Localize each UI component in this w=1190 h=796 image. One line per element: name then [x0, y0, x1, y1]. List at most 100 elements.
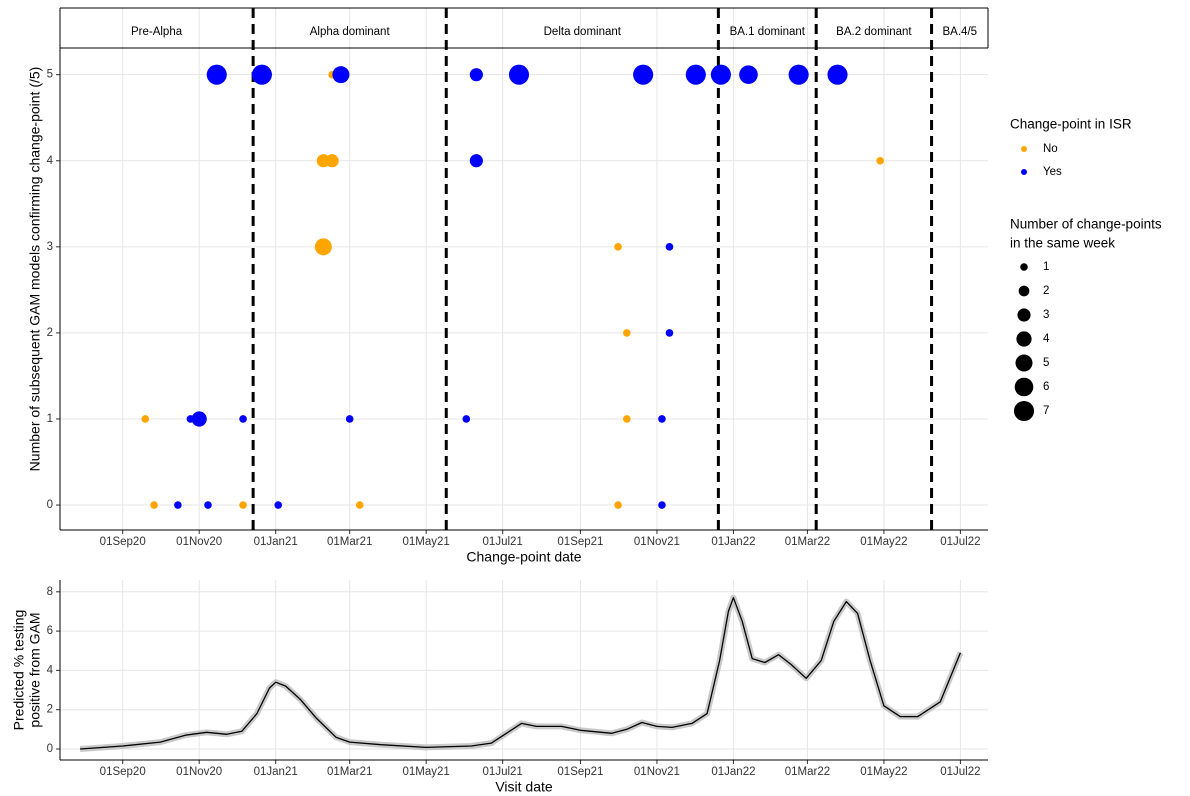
x-tick-label: 01May21 [403, 536, 450, 548]
point [206, 64, 227, 85]
x-axis-title: Visit date [495, 779, 553, 795]
size-key [1020, 263, 1028, 271]
x-tick-label: 01Sep20 [100, 766, 146, 778]
phase-label: BA.2 dominant [836, 26, 912, 38]
point [633, 64, 654, 85]
phase-label: Delta dominant [544, 26, 622, 38]
x-tick-label: 01May21 [403, 766, 450, 778]
x-tick-label: 01Nov20 [176, 536, 222, 548]
point [788, 64, 809, 85]
y-tick-label: 4 [47, 664, 54, 676]
point [462, 415, 471, 423]
point [314, 238, 332, 256]
legend-label: 7 [1043, 405, 1049, 417]
size-key [1018, 285, 1030, 297]
legend-label: 2 [1043, 285, 1049, 297]
legend-label: 4 [1043, 333, 1050, 345]
legend-title: in the same week [1010, 236, 1115, 251]
y-tick-label: 0 [47, 743, 53, 755]
x-tick-label: 01Mar21 [327, 766, 372, 778]
x-tick-label: 01Jan21 [254, 766, 298, 778]
point [665, 329, 674, 337]
y-tick-label: 8 [47, 586, 53, 598]
x-tick-label: 01May22 [860, 766, 907, 778]
size-key [1016, 331, 1032, 347]
legend-label: 3 [1043, 309, 1049, 321]
x-tick-label: 01Jan22 [711, 536, 755, 548]
line [80, 597, 962, 750]
x-tick-label: 01Nov21 [634, 536, 680, 548]
legend-swatch [1021, 169, 1027, 175]
phase-label: Pre-Alpha [131, 26, 183, 38]
legend-label: Yes [1043, 166, 1062, 178]
x-tick-label: 01Jul22 [940, 536, 980, 548]
y-tick-label: 0 [47, 499, 53, 511]
point [614, 501, 622, 509]
x-tick-label: 01May22 [860, 536, 907, 548]
point [827, 64, 848, 85]
point [658, 415, 666, 423]
point [150, 501, 158, 509]
point [332, 66, 350, 84]
point [469, 154, 483, 168]
phase-label: BA.4/5 [943, 26, 978, 38]
y-tick-label: 6 [47, 625, 53, 637]
point [685, 64, 706, 85]
x-tick-label: 01Jul21 [483, 766, 523, 778]
point [469, 68, 483, 82]
point [508, 64, 530, 85]
x-tick-label: 01Jan21 [254, 536, 298, 548]
size-key [1017, 308, 1031, 322]
point [325, 154, 339, 168]
y-axis-title: Predicted % testing [11, 610, 27, 731]
point [239, 501, 247, 509]
point [204, 501, 212, 509]
point [141, 415, 150, 423]
legend-swatch [1021, 146, 1027, 152]
y-tick-label: 2 [47, 704, 53, 716]
point [174, 501, 182, 509]
y-axis-title: positive from GAM [27, 612, 43, 727]
size-key [1015, 354, 1033, 372]
x-tick-label: 01Sep21 [557, 766, 603, 778]
point [658, 501, 666, 509]
x-axis-title: Change-point date [466, 549, 581, 565]
legend-label: No [1043, 143, 1058, 155]
ribbon [79, 594, 964, 752]
x-tick-label: 01Jan22 [711, 766, 755, 778]
point [665, 243, 674, 251]
legend-label: 5 [1043, 357, 1049, 369]
phase-label: Alpha dominant [310, 26, 391, 38]
legend-title: Number of change-points [1010, 217, 1162, 232]
point [251, 64, 272, 85]
x-tick-label: 01Mar22 [785, 536, 830, 548]
x-tick-label: 01Sep20 [100, 536, 146, 548]
point [345, 415, 354, 423]
y-tick-label: 1 [47, 413, 53, 425]
point [876, 156, 884, 165]
point [274, 501, 283, 509]
y-tick-label: 4 [47, 155, 54, 167]
x-tick-label: 01Mar21 [327, 536, 372, 548]
point [623, 415, 631, 423]
point [239, 415, 247, 423]
legend-title: Change-point in ISR [1010, 117, 1132, 132]
x-tick-label: 01Mar22 [785, 766, 830, 778]
x-tick-label: 01Sep21 [557, 536, 603, 548]
point [739, 65, 758, 84]
phase-label: BA.1 dominant [730, 26, 806, 38]
y-tick-label: 3 [47, 241, 53, 253]
point [710, 64, 731, 85]
y-tick-label: 5 [47, 69, 53, 81]
x-tick-label: 01Nov21 [634, 766, 680, 778]
legend-label: 1 [1043, 261, 1049, 273]
y-tick-label: 2 [47, 327, 53, 339]
size-key [1014, 377, 1034, 397]
x-tick-label: 01Jul22 [940, 766, 980, 778]
y-axis-title: Number of subsequent GAM models confirmi… [27, 67, 43, 472]
x-tick-label: 01Nov20 [176, 766, 222, 778]
point [355, 501, 364, 509]
x-tick-label: 01Jul21 [483, 536, 523, 548]
legend-label: 6 [1043, 381, 1049, 393]
point [191, 411, 207, 427]
